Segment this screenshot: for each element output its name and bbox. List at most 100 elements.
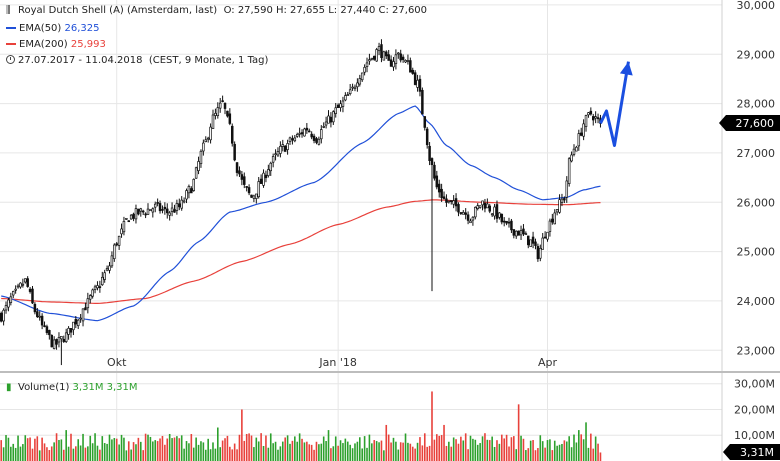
- candle-body: [353, 86, 357, 89]
- volume-bar: [31, 448, 34, 461]
- volume-bar: [101, 436, 104, 461]
- candle-body: [522, 228, 525, 235]
- candle-body: [170, 207, 174, 212]
- candle-body: [52, 339, 56, 349]
- candle-body: [570, 154, 573, 162]
- price-tick-label: 30,000: [737, 0, 776, 12]
- candle-body: [447, 200, 451, 203]
- candle-body: [336, 104, 340, 108]
- volume-bar: [286, 435, 289, 461]
- candle-body: [192, 179, 195, 191]
- ema50-label: EMA(50): [19, 23, 62, 34]
- candle-body: [218, 102, 222, 109]
- candle-body: [141, 210, 145, 213]
- candle-body: [541, 237, 544, 250]
- volume-bar: [29, 437, 31, 461]
- volume-bar: [508, 446, 510, 461]
- volume-bar: [111, 439, 113, 461]
- candle-body: [2, 309, 5, 322]
- candle-body: [153, 203, 157, 208]
- volume-bar: [520, 435, 522, 461]
- candle-body: [43, 325, 46, 328]
- candle-body: [36, 311, 39, 317]
- ema50-line: [1, 105, 601, 322]
- candlestick-icon: ⫼: [6, 5, 11, 16]
- candle-body: [62, 338, 66, 342]
- volume-bar: [195, 437, 197, 461]
- candle-body: [161, 209, 164, 211]
- candle-body: [324, 121, 328, 126]
- range-detail: (CEST, 9 Monate, 1 Tag): [148, 55, 269, 66]
- candle-body: [86, 298, 90, 309]
- candle-body: [474, 206, 477, 218]
- ema200-layer: [1, 199, 601, 304]
- volume-bar: [125, 450, 128, 461]
- volume-bar: [339, 440, 342, 461]
- volume-bar: [513, 436, 515, 461]
- price-tick-label: 27,000: [737, 147, 776, 160]
- volume-bar: [62, 449, 65, 461]
- volume-tick-label: 10,00M: [734, 429, 775, 442]
- price-tick-label: 24,000: [737, 295, 776, 308]
- candle-body: [19, 282, 22, 288]
- candle-body: [300, 132, 304, 135]
- candle-body: [158, 203, 162, 212]
- candle-body: [31, 288, 34, 304]
- volume-bar: [496, 440, 498, 461]
- candle-body: [524, 233, 528, 235]
- candle-body: [283, 145, 287, 152]
- volume-bar: [46, 447, 48, 461]
- volume-bar: [217, 427, 219, 461]
- volume-bar: [356, 441, 359, 461]
- candle-body: [271, 156, 275, 163]
- volume-bar: [260, 433, 262, 461]
- candle-body: [464, 212, 467, 215]
- volume-bar: [539, 435, 542, 461]
- volume-bar: [397, 449, 400, 461]
- volume-bar: [298, 433, 301, 461]
- candle-body: [476, 205, 479, 209]
- candle-body: [375, 49, 378, 62]
- volume-bar: [351, 448, 354, 461]
- volume-bar: [366, 447, 368, 461]
- candle-body: [64, 332, 68, 342]
- candle-body: [204, 139, 208, 143]
- volume-bar: [250, 435, 253, 461]
- candle-body: [380, 44, 383, 58]
- last-price-badge: 27,600: [718, 115, 780, 132]
- volume-bar: [224, 438, 226, 461]
- candle-body: [120, 228, 123, 235]
- volume-bar: [50, 446, 53, 461]
- candle-body: [387, 54, 390, 61]
- volume-bar: [294, 436, 296, 461]
- forecast-arrow-layer: [599, 61, 633, 148]
- candle-body: [389, 59, 393, 67]
- candle-body: [113, 244, 116, 260]
- candle-body: [495, 204, 499, 219]
- volume-bar: [354, 443, 356, 461]
- candle-body: [60, 335, 63, 340]
- candle-body: [459, 212, 463, 214]
- ohlc-values: O: 27,590 H: 27,655 L: 27,440 C: 27,600: [223, 5, 428, 16]
- candle-body: [596, 117, 600, 120]
- candle-body: [356, 82, 359, 88]
- candle-body: [38, 315, 41, 318]
- volume-bar: [301, 438, 303, 461]
- candle-body: [55, 339, 58, 345]
- volume-bar: [431, 391, 433, 461]
- volume-bar: [43, 443, 46, 461]
- candle-body: [134, 208, 138, 220]
- volume-bar: [284, 437, 286, 461]
- candle-body: [372, 55, 376, 60]
- volume-bar: [65, 430, 67, 461]
- candle-body: [368, 59, 371, 62]
- volume-bar: [414, 448, 416, 461]
- volume-bar: [257, 441, 260, 461]
- volume-bar: [450, 446, 453, 461]
- volume-bar: [130, 449, 132, 461]
- candle-body: [74, 319, 78, 325]
- volume-bar: [529, 440, 532, 461]
- volume-bar: [474, 439, 477, 461]
